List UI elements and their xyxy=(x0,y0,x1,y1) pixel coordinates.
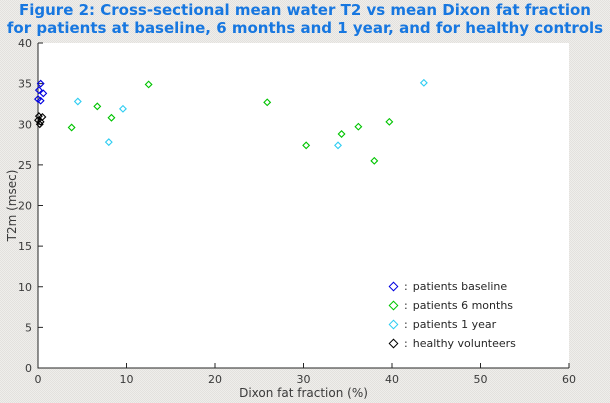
y-tick-label: 30 xyxy=(18,118,32,131)
data-point xyxy=(73,97,82,106)
y-tick-label: 35 xyxy=(18,78,32,91)
y-tick-label: 20 xyxy=(18,200,32,213)
x-tick-label: 60 xyxy=(562,373,576,386)
legend-entry: : patients baseline xyxy=(388,277,516,296)
legend-separator: : xyxy=(404,318,408,331)
legend-marker-diamond-icon xyxy=(388,319,399,330)
data-point xyxy=(34,86,43,95)
figure-title: Figure 2: Cross-sectional mean water T2 … xyxy=(0,1,610,37)
legend-entry: : healthy volunteers xyxy=(388,334,516,353)
plot-area xyxy=(38,43,569,368)
data-point xyxy=(370,156,379,165)
y-tick-label: 15 xyxy=(18,240,32,253)
data-point xyxy=(334,141,342,150)
legend: : patients baseline: patients 6 months: pat… xyxy=(388,277,516,353)
data-point xyxy=(144,80,153,89)
data-point xyxy=(93,102,102,111)
legend-separator: : xyxy=(404,337,408,350)
y-tick-label: 0 xyxy=(25,362,32,375)
legend-label: patients 1 year xyxy=(412,318,497,331)
legend-marker-diamond-icon xyxy=(388,300,399,311)
data-point xyxy=(118,104,127,113)
y-tick-label: 5 xyxy=(25,321,32,334)
x-tick-label: 20 xyxy=(208,373,222,386)
data-point xyxy=(67,123,76,132)
legend-separator: : xyxy=(404,299,408,312)
data-point xyxy=(337,130,346,138)
figure-title-line1: Figure 2: Cross-sectional mean water T2 … xyxy=(19,1,591,19)
data-point xyxy=(107,113,116,122)
data-point xyxy=(35,120,44,129)
y-tick-label: 25 xyxy=(18,159,32,172)
x-tick-label: 50 xyxy=(474,373,488,386)
legend-entry: : patients 1 year xyxy=(388,315,516,334)
data-point xyxy=(36,79,45,88)
data-point xyxy=(36,96,45,105)
data-point xyxy=(419,78,428,87)
legend-label: healthy volunteers xyxy=(412,337,516,350)
figure-title-line2: for patients at baseline, 6 months and 1… xyxy=(6,19,604,37)
x-axis-label: Dixon fat fraction (%) xyxy=(239,386,368,400)
data-point xyxy=(354,122,363,131)
data-point xyxy=(104,138,113,147)
legend-marker-diamond-icon xyxy=(388,281,399,292)
data-point xyxy=(39,89,48,98)
y-tick-label: 40 xyxy=(18,37,32,50)
legend-entry: : patients 6 months xyxy=(388,296,516,315)
data-point xyxy=(385,117,394,126)
y-tick-label: 10 xyxy=(18,281,32,294)
data-point xyxy=(36,117,45,126)
x-tick-label: 40 xyxy=(385,373,399,386)
x-tick-label: 0 xyxy=(35,373,42,386)
legend-label: patients 6 months xyxy=(412,299,514,312)
data-point xyxy=(302,141,311,150)
legend-marker-diamond-icon xyxy=(388,338,399,349)
x-tick-label: 30 xyxy=(297,373,311,386)
data-point xyxy=(263,98,272,107)
x-tick-label: 10 xyxy=(120,373,134,386)
legend-separator: : xyxy=(404,280,408,293)
legend-label: patients baseline xyxy=(412,280,508,293)
y-axis-label: T2m (msec) xyxy=(5,170,19,243)
